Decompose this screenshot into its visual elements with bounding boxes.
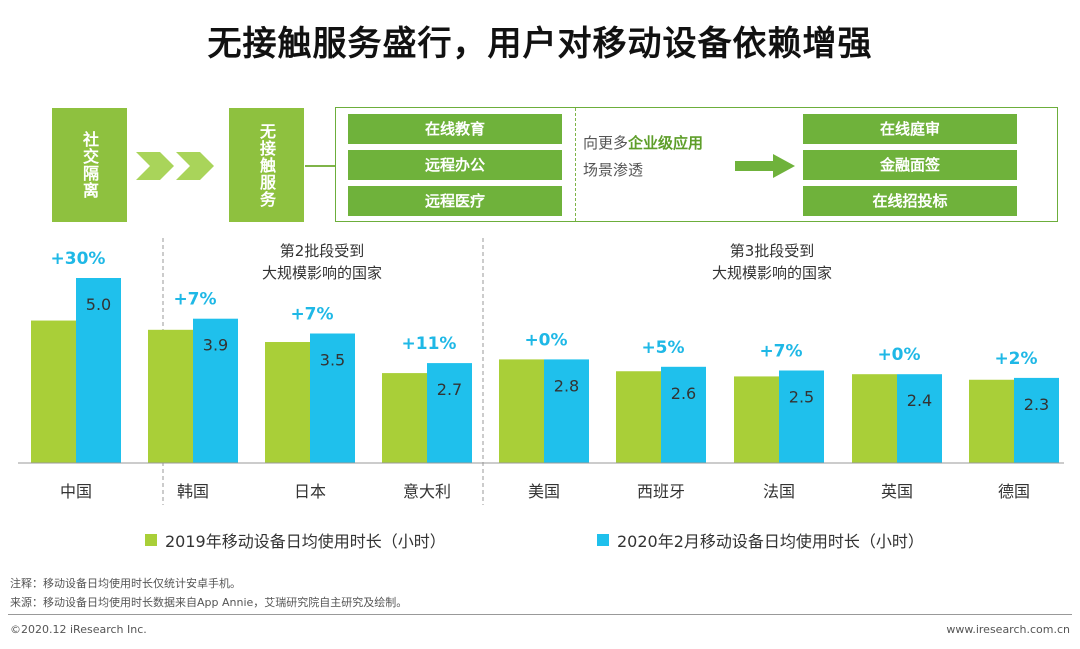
bar-2019 [616,371,661,463]
bar-2019 [382,373,427,463]
flow-diagram: 社交隔离 无接触服务 在线教育 远程办公 远程医疗 向更多企业级应用 场景渗透 … [0,0,1080,240]
value-label: 2.3 [1024,395,1049,414]
bar-2019 [31,320,76,463]
legend-swatch-2020 [597,534,609,546]
batch2-label-line1: 第2批段受到 [280,242,365,260]
right-arrow-icon [735,154,795,178]
category-label: 美国 [528,482,560,501]
website-link[interactable]: www.iresearch.com.cn [946,623,1070,636]
value-label: 2.5 [789,388,814,407]
batch3-label-line1: 第3批段受到 [730,242,815,260]
growth-label: +0% [524,330,567,350]
frame-divider [575,108,576,221]
contactless-service-box: 无接触服务 [229,108,304,222]
flow-left-item: 远程医疗 [348,186,562,216]
legend-2019: 2019年移动设备日均使用时长（小时） [145,528,446,552]
growth-label: +2% [994,349,1037,369]
category-label: 日本 [294,482,326,501]
bar-2020 [544,359,589,463]
growth-label: +7% [759,342,802,362]
growth-label: +7% [290,305,333,325]
connector-line [305,165,335,167]
bar-2020 [661,366,706,463]
category-label: 德国 [998,482,1030,501]
category-label: 意大利 [403,482,451,501]
bar-2020 [76,278,121,463]
page-title: 无接触服务盛行，用户对移动设备依赖增强 [207,24,873,64]
bar-2019 [969,379,1014,463]
category-label: 西班牙 [637,482,685,501]
growth-label: +5% [641,338,684,358]
bar-chart: 第2批段受到 大规模影响的国家 第3批段受到 大规模影响的国家 5.0 +30% 中… [18,238,1064,505]
expansion-text-bold: 企业级应用 [628,134,704,152]
category-label: 英国 [881,482,913,501]
bar-2020 [193,318,238,463]
value-label: 5.0 [86,295,111,314]
legend-label-2020: 2020年2月移动设备日均使用时长（小时） [617,532,924,551]
value-label: 2.7 [437,380,462,399]
flow-right-item: 在线招投标 [803,186,1017,216]
growth-label: +7% [173,290,216,310]
value-label: 2.6 [671,384,696,403]
expansion-text: 向更多企业级应用 场景渗透 [583,130,703,184]
bar-2020 [310,333,355,463]
bar-2020 [897,374,942,463]
value-label: 3.9 [203,336,228,355]
footer-divider [8,614,1072,615]
bar-2020 [1014,377,1059,463]
bar-2019 [499,359,544,463]
copyright: ©2020.12 iResearch Inc. [10,623,147,636]
flow-left-item: 远程办公 [348,150,562,180]
bar-2019 [148,329,193,463]
note-text: 注释：移动设备日均使用时长仅统计安卓手机。 [10,577,241,590]
chevron-arrows-icon [136,152,214,180]
value-label: 2.8 [554,376,579,395]
category-label: 韩国 [177,482,209,501]
batch2-label-line2: 大规模影响的国家 [262,264,382,282]
growth-label: +30% [51,249,106,269]
bar-2019 [265,342,310,463]
category-label: 法国 [763,482,795,501]
growth-label: +0% [877,345,920,365]
bar-2020 [427,363,472,463]
growth-label: +11% [402,334,457,354]
legend-2020: 2020年2月移动设备日均使用时长（小时） [597,528,924,552]
source-text: 来源：移动设备日均使用时长数据来自App Annie，艾瑞研究院自主研究及绘制。 [10,596,408,609]
value-label: 3.5 [320,351,345,370]
flow-left-item: 在线教育 [348,114,562,144]
bar-2019 [734,376,779,463]
expansion-text-plain: 向更多 [583,134,629,152]
bar-2019 [852,374,897,463]
flow-right-item: 金融面签 [803,150,1017,180]
flow-right-item: 在线庭审 [803,114,1017,144]
category-label: 中国 [60,482,92,501]
legend-label-2019: 2019年移动设备日均使用时长（小时） [165,532,446,551]
value-label: 2.4 [907,391,932,410]
legend-swatch-2019 [145,534,157,546]
expansion-text-line2: 场景渗透 [583,161,644,179]
social-isolation-box: 社交隔离 [52,108,127,222]
bar-2020 [779,370,824,463]
batch3-label-line2: 大规模影响的国家 [712,264,832,282]
